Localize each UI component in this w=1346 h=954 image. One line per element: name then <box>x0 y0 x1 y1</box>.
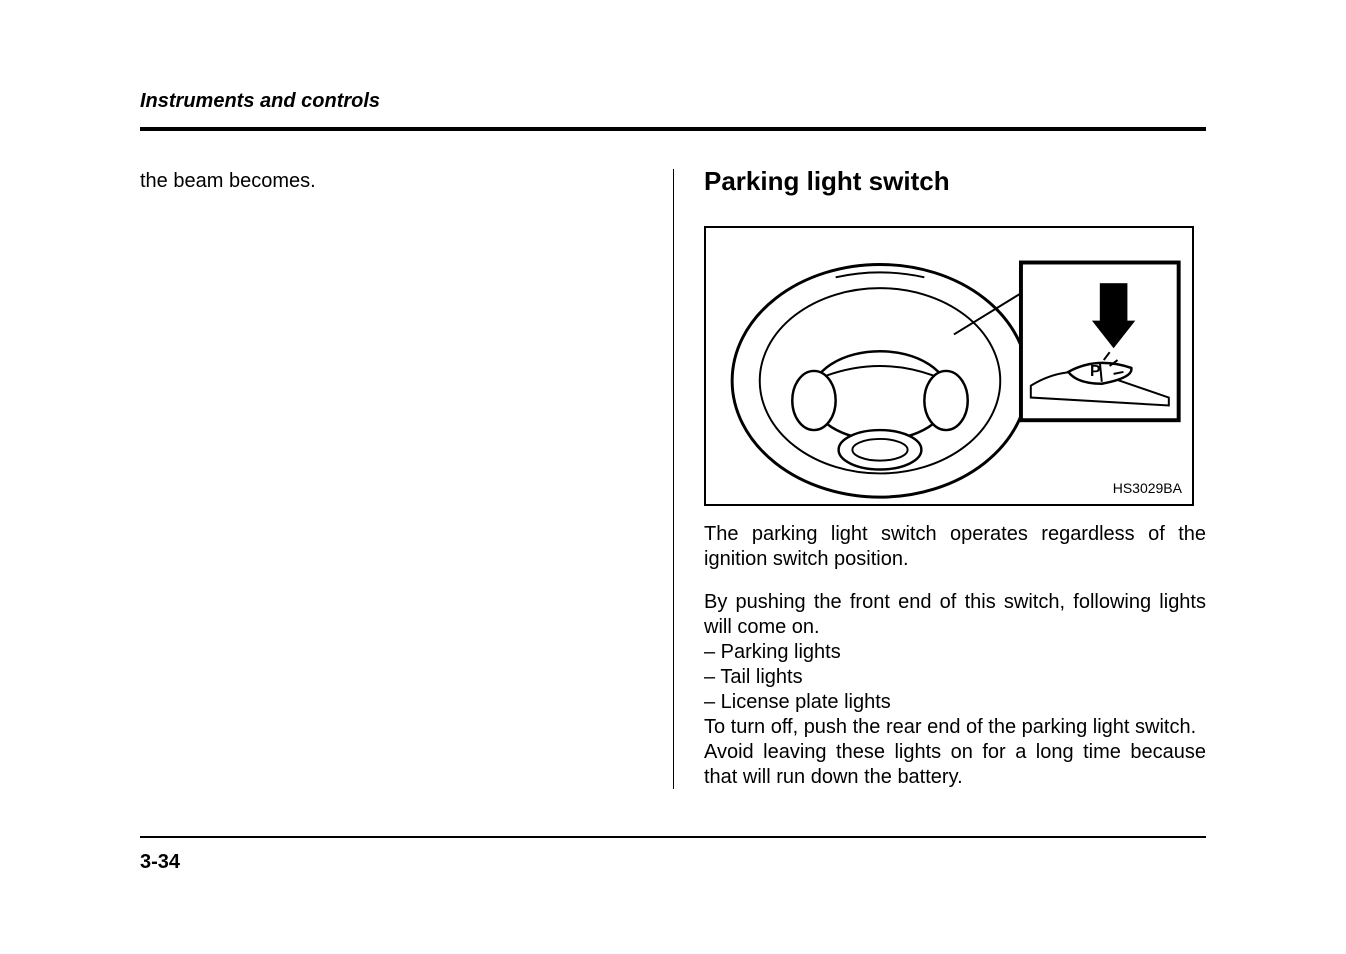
manual-page: Instruments and controls the beam become… <box>0 0 1346 954</box>
right-column: Parking light switch <box>673 169 1206 789</box>
paragraph-4: Avoid leaving these lights on for a long… <box>704 740 1206 790</box>
continuation-text: the beam becomes. <box>140 169 653 194</box>
header-rule <box>140 127 1206 131</box>
paragraph-block-2: By pushing the front end of this switch,… <box>704 590 1206 790</box>
footer-rule <box>140 836 1206 838</box>
paragraph-1: The parking light switch operates regard… <box>704 522 1206 572</box>
chapter-title: Instruments and controls <box>140 90 1206 113</box>
paragraph-3: To turn off, push the rear end of the pa… <box>704 715 1206 740</box>
two-column-layout: the beam becomes. Parking light switch <box>140 169 1206 789</box>
figure-parking-light-switch: P HS3029BA <box>704 226 1194 506</box>
left-column: the beam becomes. <box>140 169 673 789</box>
steering-wheel-illustration: P <box>706 228 1192 504</box>
list-item: – Parking lights <box>704 640 1206 665</box>
list-item: – Tail lights <box>704 665 1206 690</box>
page-number: 3-34 <box>140 851 180 874</box>
switch-letter-p: P <box>1090 362 1101 379</box>
paragraph-2-intro: By pushing the front end of this switch,… <box>704 590 1206 640</box>
section-heading: Parking light switch <box>704 165 1206 198</box>
list-item: – License plate lights <box>704 690 1206 715</box>
figure-code: HS3029BA <box>1113 480 1182 498</box>
